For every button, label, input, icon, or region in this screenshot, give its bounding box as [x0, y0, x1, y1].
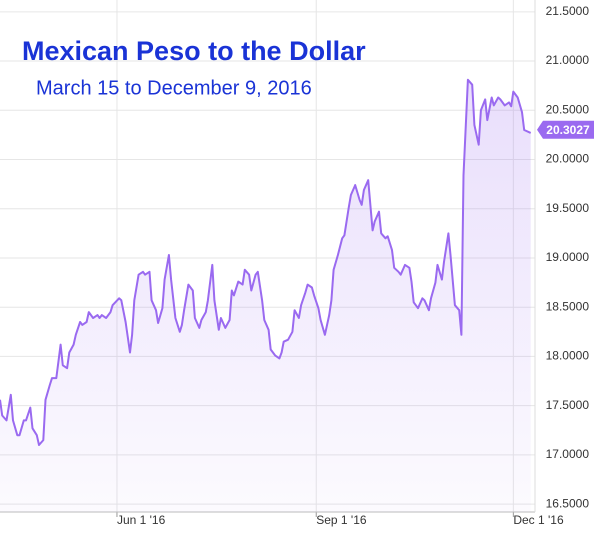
chart-subtitle: March 15 to December 9, 2016: [36, 77, 312, 99]
y-tick-label: 20.5000: [546, 102, 590, 116]
value-badge: [537, 120, 594, 139]
line: [0, 78, 532, 446]
value-badge-label: 20.3027: [546, 123, 590, 137]
y-tick-label: 21.5000: [546, 4, 590, 18]
y-tick-label: 20.0000: [546, 152, 590, 166]
y-tick-label: 18.0000: [546, 349, 590, 363]
x-tick-label: Sep 1 '16: [316, 513, 367, 527]
chart-title: Mexican Peso to the Dollar: [22, 36, 366, 66]
x-tick-label: Dec 1 '16: [513, 513, 564, 527]
x-tick-label: Jun 1 '16: [117, 513, 166, 527]
area: [0, 79, 531, 513]
y-tick-label: 19.5000: [546, 201, 590, 215]
y-tick-label: 19.0000: [546, 250, 590, 264]
y-tick-label: 17.0000: [546, 447, 590, 461]
y-tick-label: 16.5000: [546, 496, 590, 510]
y-tick-label: 18.5000: [546, 299, 590, 313]
y-tick-label: 21.0000: [546, 53, 590, 67]
y-tick-label: 17.5000: [546, 398, 590, 412]
